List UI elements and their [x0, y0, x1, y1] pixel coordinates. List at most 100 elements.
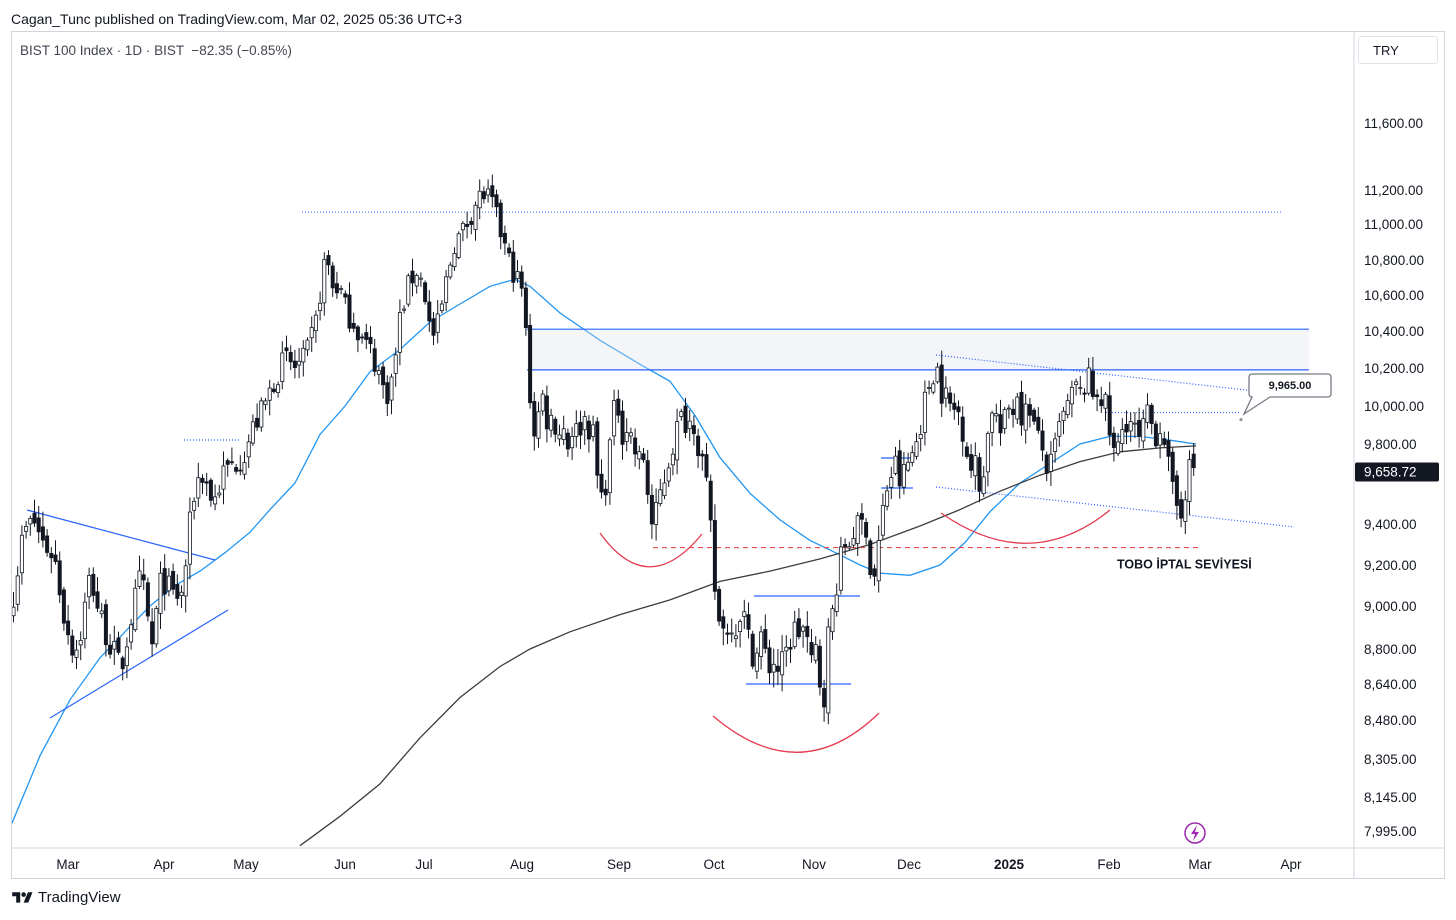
candle-body	[82, 601, 87, 640]
candle-body	[893, 455, 898, 474]
candle	[733, 624, 738, 648]
symbol-legend: BIST 100 Index · 1D · BIST −82.35 (−0.85…	[20, 43, 292, 58]
candle-body	[120, 657, 125, 670]
candle-body	[792, 621, 797, 648]
candle-body	[150, 621, 155, 645]
candle-body	[263, 400, 268, 406]
candle	[158, 561, 163, 629]
candle-body	[1116, 441, 1121, 454]
candle-body	[431, 318, 436, 336]
price-tick-label: 8,145.00	[1364, 790, 1417, 805]
time-tick-label: Mar	[1188, 857, 1212, 872]
candle-body	[12, 606, 16, 617]
candle-body	[708, 480, 713, 521]
candle	[192, 497, 197, 520]
candle-body	[414, 275, 419, 287]
candle	[906, 452, 911, 473]
candle-body	[620, 410, 625, 445]
candle-body	[28, 518, 33, 525]
candle-body	[960, 416, 965, 442]
candle-body	[1128, 421, 1133, 432]
candle	[410, 258, 415, 297]
candle-body	[61, 589, 66, 624]
candle	[120, 655, 125, 681]
candle	[582, 410, 587, 445]
candle-body	[78, 640, 83, 646]
candle	[830, 604, 835, 640]
candle	[767, 639, 772, 685]
candle	[805, 611, 810, 653]
candle	[225, 458, 230, 477]
candle-body	[624, 432, 629, 442]
candle	[288, 345, 293, 371]
candle	[1019, 380, 1024, 436]
candle-body	[649, 494, 654, 525]
candle	[859, 503, 864, 535]
candle	[1111, 426, 1116, 462]
candle	[271, 382, 276, 394]
candle	[679, 408, 684, 421]
candle-body	[540, 393, 545, 412]
candle-body	[675, 421, 680, 461]
candle-body	[666, 467, 671, 482]
candle-body	[204, 481, 209, 484]
candle	[687, 409, 692, 442]
candle-body	[187, 511, 192, 565]
tradingview-brand[interactable]: TradingView	[11, 889, 121, 906]
candle	[406, 273, 411, 307]
candle	[435, 300, 440, 344]
candle	[494, 189, 499, 217]
price-tick-label: 8,800.00	[1364, 642, 1417, 657]
candle	[460, 221, 465, 242]
candle	[792, 610, 797, 649]
triangle-lower-trendline	[49, 609, 229, 719]
candle-body	[465, 223, 470, 227]
candle	[826, 618, 831, 725]
candle	[175, 574, 180, 606]
candle-body	[469, 220, 474, 225]
candle-body	[255, 417, 260, 428]
candle	[301, 340, 306, 377]
candle-body	[1132, 422, 1137, 425]
price-tick-label: 11,200.00	[1364, 183, 1423, 198]
candle	[364, 323, 369, 350]
candle	[431, 312, 436, 346]
candle-body	[99, 610, 104, 615]
candle-body	[914, 441, 919, 457]
candle-body	[276, 384, 281, 394]
candle	[700, 450, 705, 471]
candle	[977, 452, 982, 503]
candle-body	[1137, 420, 1142, 437]
candle-body	[641, 453, 646, 461]
candle	[544, 385, 549, 443]
candle	[599, 459, 604, 499]
candle	[746, 602, 751, 639]
candle	[507, 243, 512, 258]
candle	[238, 455, 243, 476]
candle-body	[238, 469, 243, 472]
candle-body	[24, 525, 29, 532]
candle-body	[964, 446, 969, 457]
time-tick-label: May	[233, 857, 259, 872]
candle	[675, 408, 680, 475]
candle	[574, 410, 579, 448]
lightning-circle	[1184, 822, 1206, 844]
candle-body	[767, 647, 772, 674]
candle	[704, 442, 709, 482]
candle-body	[595, 421, 600, 476]
candle-body	[259, 400, 264, 428]
candle	[486, 179, 491, 203]
candle	[498, 199, 503, 250]
candle	[717, 585, 722, 626]
candle-body	[473, 204, 478, 230]
candle-body	[880, 505, 885, 536]
candle-body	[523, 287, 528, 328]
candle-body	[687, 420, 692, 430]
candle-body	[284, 347, 289, 352]
candle	[910, 445, 915, 467]
currency-button[interactable]: TRY	[1358, 36, 1438, 64]
candle	[465, 211, 470, 239]
candle-body	[87, 575, 92, 598]
candle-body	[372, 348, 377, 372]
